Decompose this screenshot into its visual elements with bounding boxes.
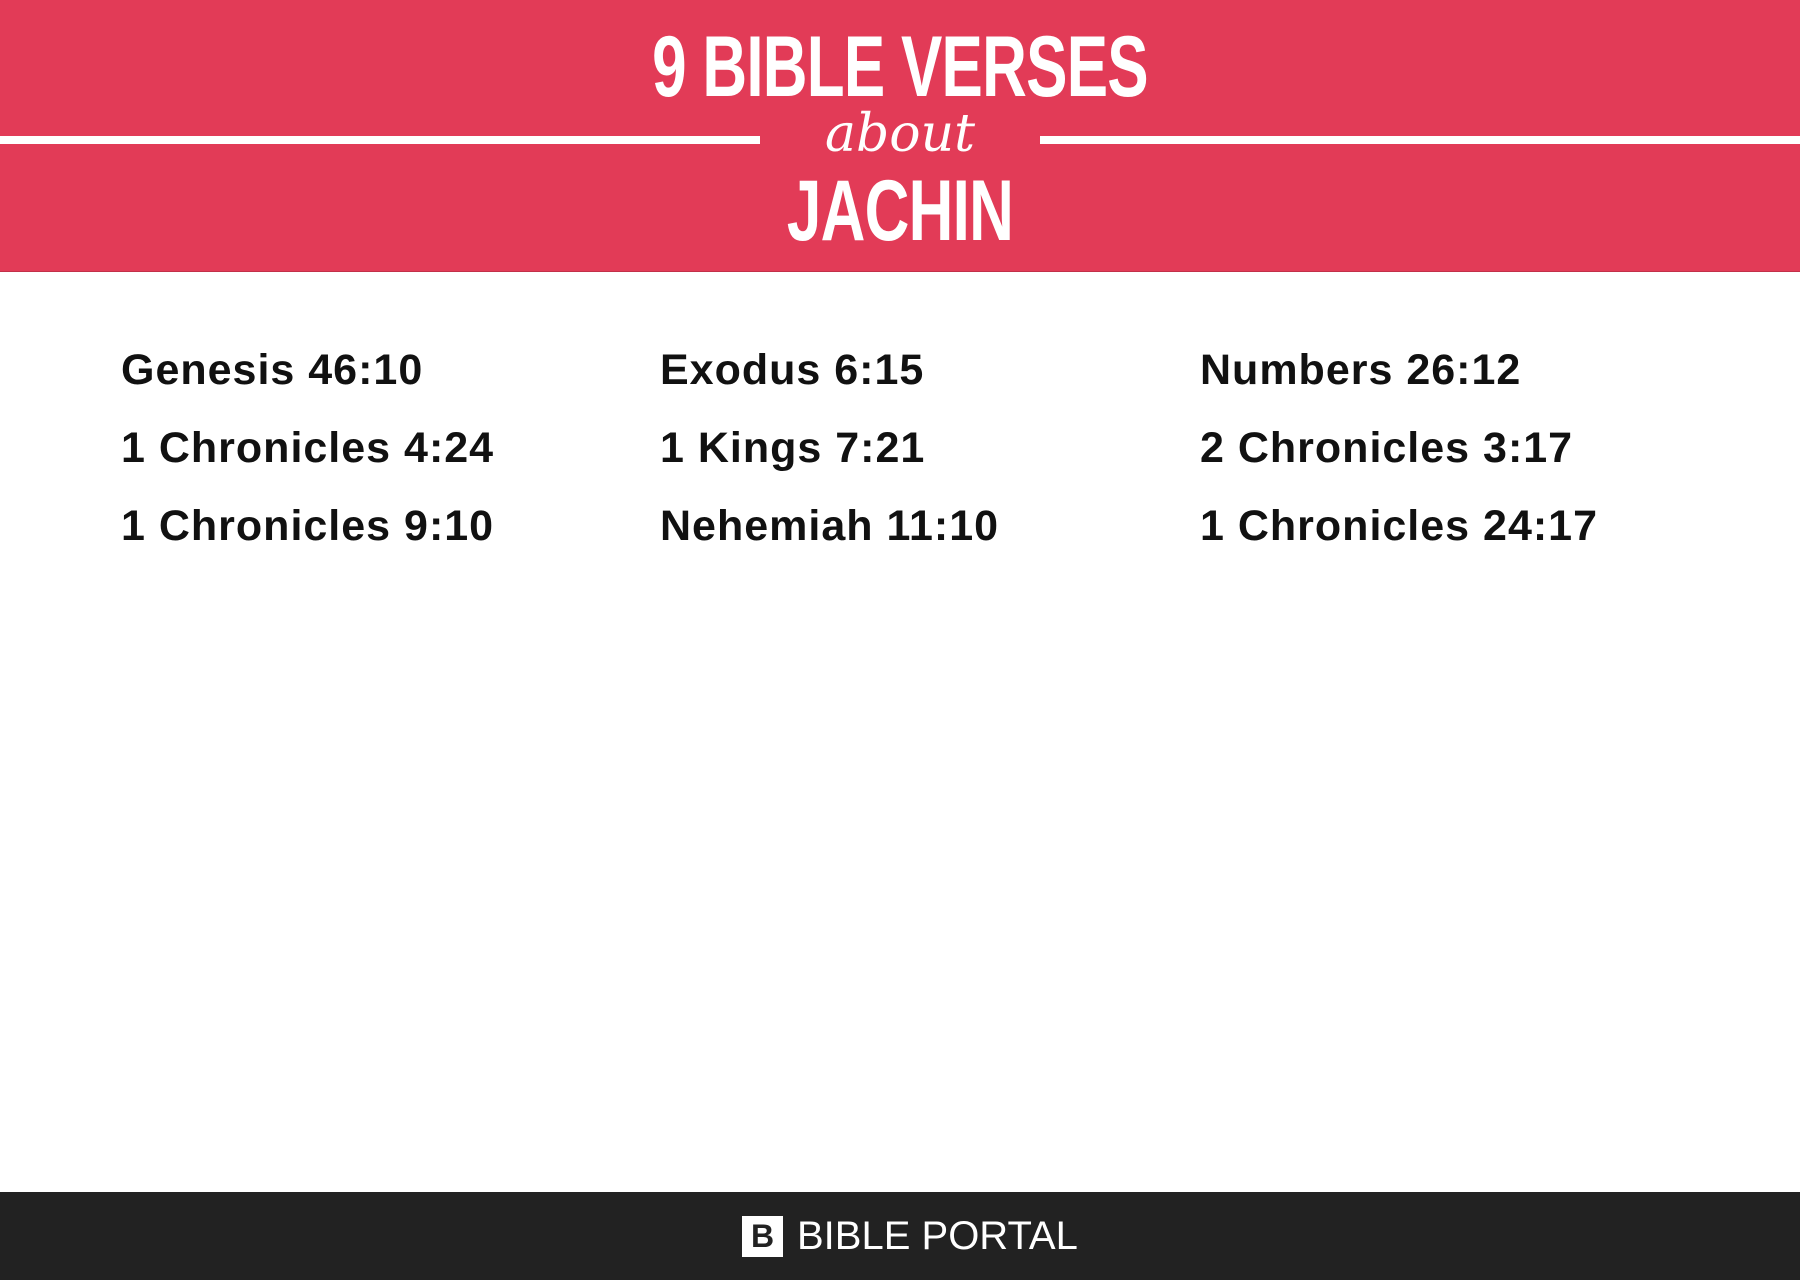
- brand-name: BIBLE PORTAL: [797, 1214, 1078, 1258]
- verse-item: Genesis 46:10: [121, 346, 424, 394]
- verse-item: Numbers 26:12: [1200, 346, 1522, 394]
- verse-item: Nehemiah 11:10: [660, 502, 1000, 550]
- verse-item: 2 Chronicles 3:17: [1200, 424, 1574, 472]
- title-line-3: JACHIN: [786, 163, 1014, 259]
- title-line-2: about: [825, 104, 975, 164]
- verse-item: 1 Kings 7:21: [660, 424, 926, 472]
- bible-portal-logo: B BIBLE PORTAL: [742, 1216, 1078, 1257]
- footer: B BIBLE PORTAL: [0, 1192, 1800, 1280]
- logo-b-icon: B: [742, 1216, 783, 1257]
- header-banner: 9 BIBLE VERSES about JACHIN: [0, 0, 1800, 272]
- verse-item: 1 Chronicles 4:24: [121, 424, 495, 472]
- verse-item: 1 Chronicles 9:10: [121, 502, 495, 550]
- title-line-1: 9 BIBLE VERSES: [652, 19, 1148, 115]
- verse-item: 1 Chronicles 24:17: [1200, 502, 1599, 550]
- header-rule-right: [1040, 136, 1800, 144]
- header-rule-left: [0, 136, 760, 144]
- verse-item: Exodus 6:15: [660, 346, 925, 394]
